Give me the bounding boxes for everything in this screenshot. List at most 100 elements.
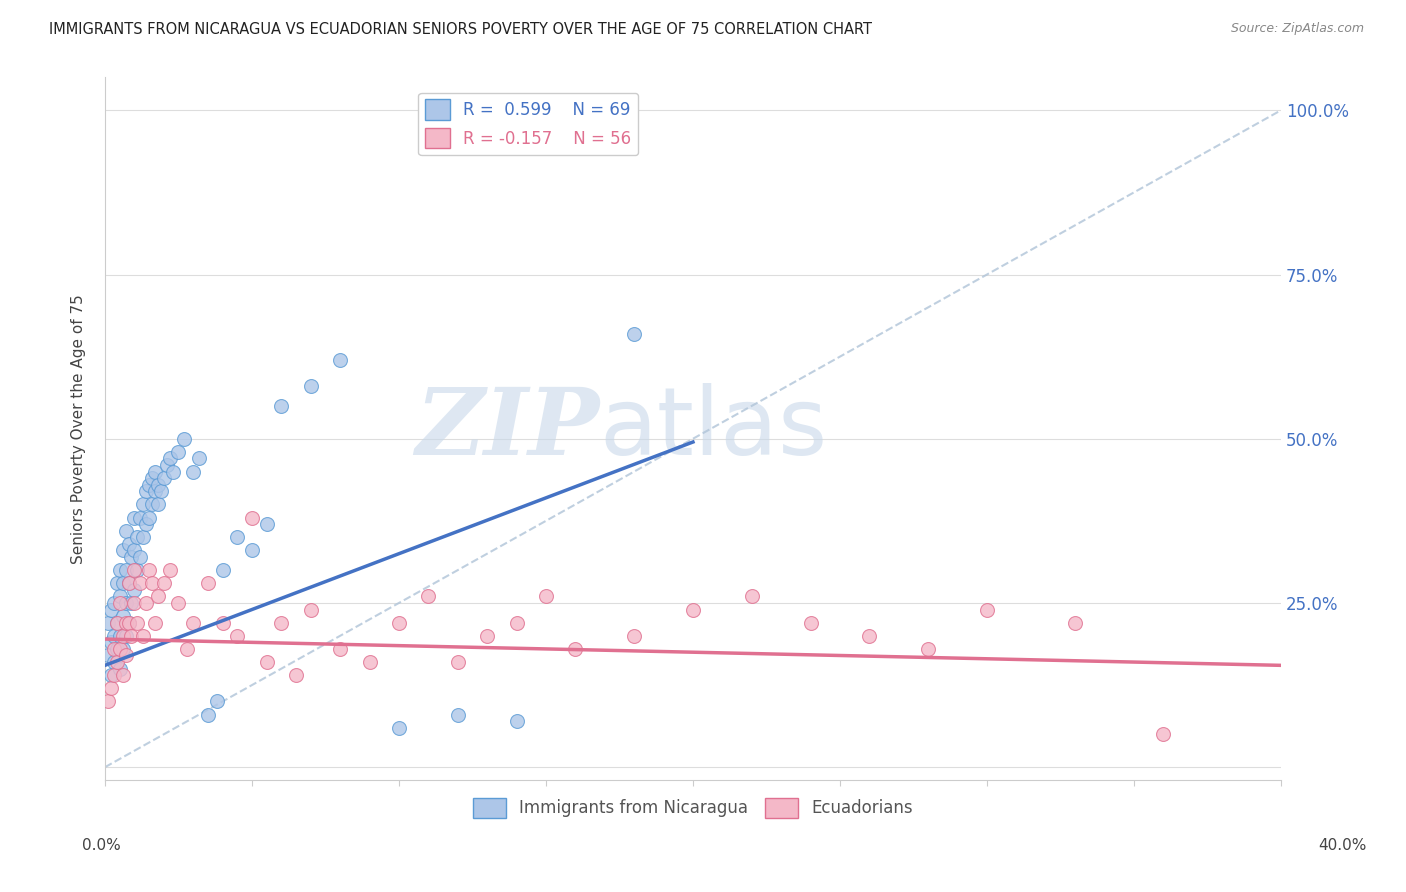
Point xyxy=(108,641,131,656)
Point xyxy=(285,668,308,682)
Point xyxy=(141,471,163,485)
Point xyxy=(167,445,190,459)
Point xyxy=(143,465,166,479)
Point xyxy=(240,510,263,524)
Point xyxy=(108,596,131,610)
Text: 0.0%: 0.0% xyxy=(82,838,121,853)
Point xyxy=(114,524,136,538)
Point xyxy=(534,590,557,604)
Point xyxy=(124,510,146,524)
Point xyxy=(120,549,142,564)
Point xyxy=(181,465,204,479)
Point xyxy=(108,563,131,577)
Point xyxy=(111,576,134,591)
Point xyxy=(111,543,134,558)
Point xyxy=(138,477,160,491)
Text: atlas: atlas xyxy=(599,383,827,475)
Point xyxy=(477,629,499,643)
Point xyxy=(103,641,125,656)
Point xyxy=(173,432,195,446)
Point xyxy=(146,497,169,511)
Point xyxy=(146,590,169,604)
Text: 40.0%: 40.0% xyxy=(1319,838,1367,853)
Point xyxy=(143,615,166,630)
Point xyxy=(127,615,149,630)
Point xyxy=(146,477,169,491)
Point xyxy=(270,615,292,630)
Point xyxy=(97,648,120,663)
Point xyxy=(114,615,136,630)
Point xyxy=(105,615,128,630)
Point xyxy=(138,563,160,577)
Point xyxy=(623,326,645,341)
Point xyxy=(100,635,122,649)
Point xyxy=(564,641,586,656)
Point xyxy=(117,537,139,551)
Point xyxy=(359,655,381,669)
Point xyxy=(447,707,470,722)
Point xyxy=(141,576,163,591)
Point xyxy=(114,648,136,663)
Point xyxy=(162,465,184,479)
Point xyxy=(105,641,128,656)
Point xyxy=(103,668,125,682)
Point xyxy=(132,497,155,511)
Point xyxy=(152,471,174,485)
Point xyxy=(124,596,146,610)
Point xyxy=(226,629,249,643)
Text: Source: ZipAtlas.com: Source: ZipAtlas.com xyxy=(1230,22,1364,36)
Point xyxy=(741,590,763,604)
Point xyxy=(127,563,149,577)
Point xyxy=(111,641,134,656)
Point xyxy=(1064,615,1087,630)
Point xyxy=(418,590,440,604)
Point xyxy=(105,615,128,630)
Point xyxy=(205,694,228,708)
Point xyxy=(108,662,131,676)
Point xyxy=(176,641,198,656)
Point xyxy=(103,596,125,610)
Y-axis label: Seniors Poverty Over the Age of 75: Seniors Poverty Over the Age of 75 xyxy=(72,294,86,564)
Point xyxy=(103,629,125,643)
Point xyxy=(135,517,157,532)
Point xyxy=(256,655,278,669)
Point xyxy=(111,668,134,682)
Text: IMMIGRANTS FROM NICARAGUA VS ECUADORIAN SENIORS POVERTY OVER THE AGE OF 75 CORRE: IMMIGRANTS FROM NICARAGUA VS ECUADORIAN … xyxy=(49,22,872,37)
Point xyxy=(256,517,278,532)
Point xyxy=(97,694,120,708)
Point xyxy=(129,549,152,564)
Point xyxy=(152,576,174,591)
Point xyxy=(103,655,125,669)
Point xyxy=(167,596,190,610)
Point xyxy=(149,484,172,499)
Point xyxy=(211,615,233,630)
Point xyxy=(114,629,136,643)
Point xyxy=(97,615,120,630)
Point xyxy=(135,596,157,610)
Legend: Immigrants from Nicaragua, Ecuadorians: Immigrants from Nicaragua, Ecuadorians xyxy=(465,791,920,825)
Point xyxy=(159,563,181,577)
Point xyxy=(117,615,139,630)
Point xyxy=(299,379,322,393)
Point xyxy=(100,602,122,616)
Point xyxy=(240,543,263,558)
Point xyxy=(100,668,122,682)
Point xyxy=(447,655,470,669)
Point xyxy=(976,602,998,616)
Point xyxy=(329,641,352,656)
Point xyxy=(114,563,136,577)
Point xyxy=(124,563,146,577)
Point xyxy=(388,721,411,735)
Point xyxy=(197,576,219,591)
Point xyxy=(129,510,152,524)
Point xyxy=(100,681,122,696)
Point xyxy=(120,629,142,643)
Point xyxy=(117,576,139,591)
Point xyxy=(211,563,233,577)
Point xyxy=(682,602,704,616)
Point xyxy=(114,596,136,610)
Text: ZIP: ZIP xyxy=(415,384,599,474)
Point xyxy=(143,484,166,499)
Point xyxy=(117,615,139,630)
Point xyxy=(159,451,181,466)
